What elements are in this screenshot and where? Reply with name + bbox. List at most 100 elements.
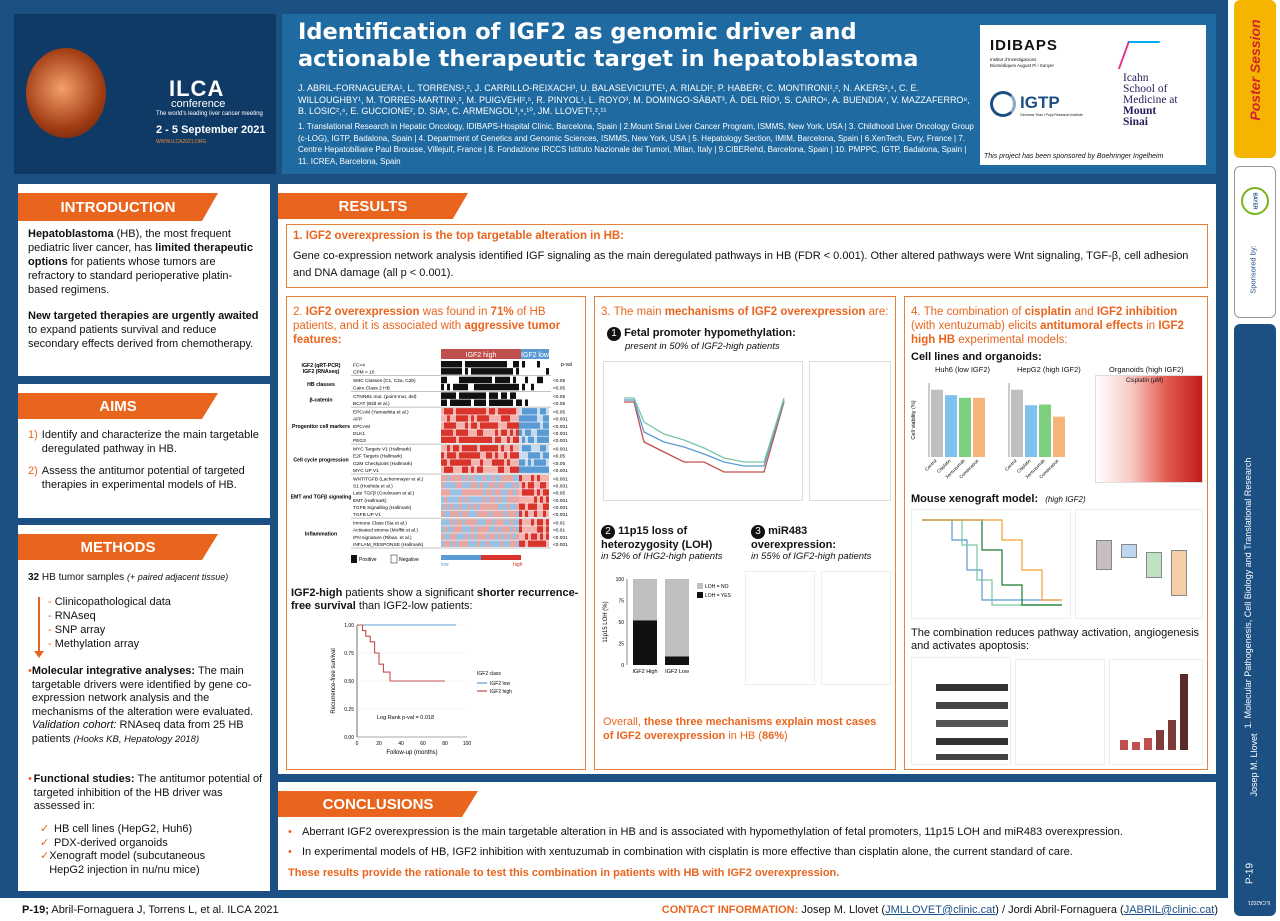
sponsored-by-label: Sponsored by:: [1248, 245, 1258, 294]
heat-cell: [486, 510, 489, 517]
heat-cell: [447, 526, 450, 533]
heat-cell: [483, 422, 486, 429]
heat-cell: [510, 383, 513, 391]
heat-cell: [492, 376, 495, 384]
heat-cell: [540, 436, 543, 443]
heat-cell: [444, 482, 447, 489]
heat-cell: [489, 489, 492, 496]
heat-cell: [462, 415, 465, 422]
samples-count: 32: [28, 572, 40, 583]
heat-cell: [528, 445, 531, 452]
heat-cell: [543, 540, 546, 547]
heat-cell: [525, 540, 528, 547]
heat-cell: [501, 361, 504, 368]
heat-cell: [459, 489, 462, 496]
heat-cell: [453, 459, 456, 466]
heat-cell: [501, 510, 504, 517]
heat-cell: [462, 436, 465, 443]
email-link-abril[interactable]: JABRIL@clinic.cat: [1123, 904, 1215, 916]
huh6-label: Huh6 (low IGF2): [935, 365, 991, 374]
heat-cell: [528, 482, 531, 489]
heat-cell: [519, 429, 522, 436]
loh-x-tick: IGF2 Low: [665, 669, 689, 675]
r2-o3: aggressive tumor features:: [293, 320, 561, 346]
heat-cell: [459, 533, 462, 540]
data-arrow: [38, 597, 40, 653]
aims-box: AIMS 1) Identify and characterize the mai…: [18, 384, 270, 518]
heat-cell: [450, 408, 453, 415]
heat-cell: [501, 540, 504, 547]
heat-cell: [462, 503, 465, 510]
heat-cell: [492, 368, 495, 375]
heat-cell: [450, 399, 453, 406]
heat-pval: <0.001: [553, 498, 568, 504]
heat-cell: [453, 452, 456, 459]
heat-cell: [546, 415, 549, 422]
heat-cell: [471, 376, 474, 384]
heat-cell: [456, 519, 459, 526]
heat-cell: [489, 526, 492, 533]
heat-cell: [501, 376, 504, 384]
heat-row-label: TGFB Signalling (Hallmark): [353, 505, 412, 511]
km-legend-title: IGF2 class: [477, 671, 501, 677]
heat-cell: [477, 422, 480, 429]
km-xlabel: Follow-up (months): [386, 750, 437, 756]
heat-cell: [546, 376, 549, 384]
heat-cell: [465, 383, 468, 391]
validation-label: Validation cohort:: [31, 719, 117, 731]
heat-cell: [453, 533, 456, 540]
heat-cell: [510, 489, 513, 496]
methods-banner: METHODS: [18, 534, 218, 560]
heat-cell: [462, 399, 465, 406]
heat-cell: [507, 452, 510, 459]
heat-cell: [516, 392, 519, 399]
heat-cell: [447, 368, 450, 375]
mol-title: Molecular integrative analyses:: [31, 665, 196, 677]
heat-cell: [453, 399, 456, 406]
heat-cell: [501, 526, 504, 533]
heat-cell: [468, 445, 471, 452]
box-xentuzumab: [1146, 552, 1162, 578]
heat-cell: [441, 429, 444, 436]
heat-cell: [525, 376, 528, 384]
heat-cell: [528, 368, 531, 375]
heat-cell: [468, 361, 471, 368]
heat-cell: [534, 489, 537, 496]
heat-cell: [483, 429, 486, 436]
km-caption: IGF2-high patients show a significant sh…: [291, 587, 581, 613]
heat-cell: [522, 489, 525, 496]
conference-url: WWW.ILCA2021.ORG: [156, 139, 207, 145]
r4-t3: in: [1143, 320, 1159, 332]
heat-cell: [519, 475, 522, 482]
heat-cell: [465, 361, 468, 368]
heat-cell: [534, 392, 537, 399]
heat-cell: [453, 376, 456, 384]
heat-cell: [531, 489, 534, 496]
heat-cell: [525, 368, 528, 375]
email-link-llovet[interactable]: JMLLOVET@clinic.cat: [885, 904, 996, 916]
heat-cell: [474, 376, 477, 384]
heat-cell: [498, 361, 501, 368]
heat-cell: [489, 466, 492, 473]
heat-cell: [471, 510, 474, 517]
heat-cell: [504, 376, 507, 384]
aim-text: Identify and characterize the main targe…: [41, 429, 259, 455]
heat-cell: [477, 368, 480, 375]
heat-pval: <0.01: [553, 521, 565, 527]
heat-cell: [543, 482, 546, 489]
heat-pval: <0.05: [553, 401, 565, 407]
heat-cell: [543, 519, 546, 526]
func-title: Functional studies:: [33, 773, 135, 785]
intro-box: INTRODUCTION Hepatoblastoma (HB), the mo…: [18, 184, 270, 376]
heat-cell: [528, 459, 531, 466]
heat-cell: [516, 445, 519, 452]
heat-cell: [477, 503, 480, 510]
heat-cell: [471, 482, 474, 489]
ilca-sub: conference: [171, 98, 226, 110]
heat-cell: [474, 475, 477, 482]
heat-cell: [453, 466, 456, 473]
heat-cell: [510, 533, 513, 540]
organoid-heatmap: Cisplatin (µM): [1095, 375, 1203, 483]
heat-cell: [510, 422, 513, 429]
heat-cell: [444, 399, 447, 406]
